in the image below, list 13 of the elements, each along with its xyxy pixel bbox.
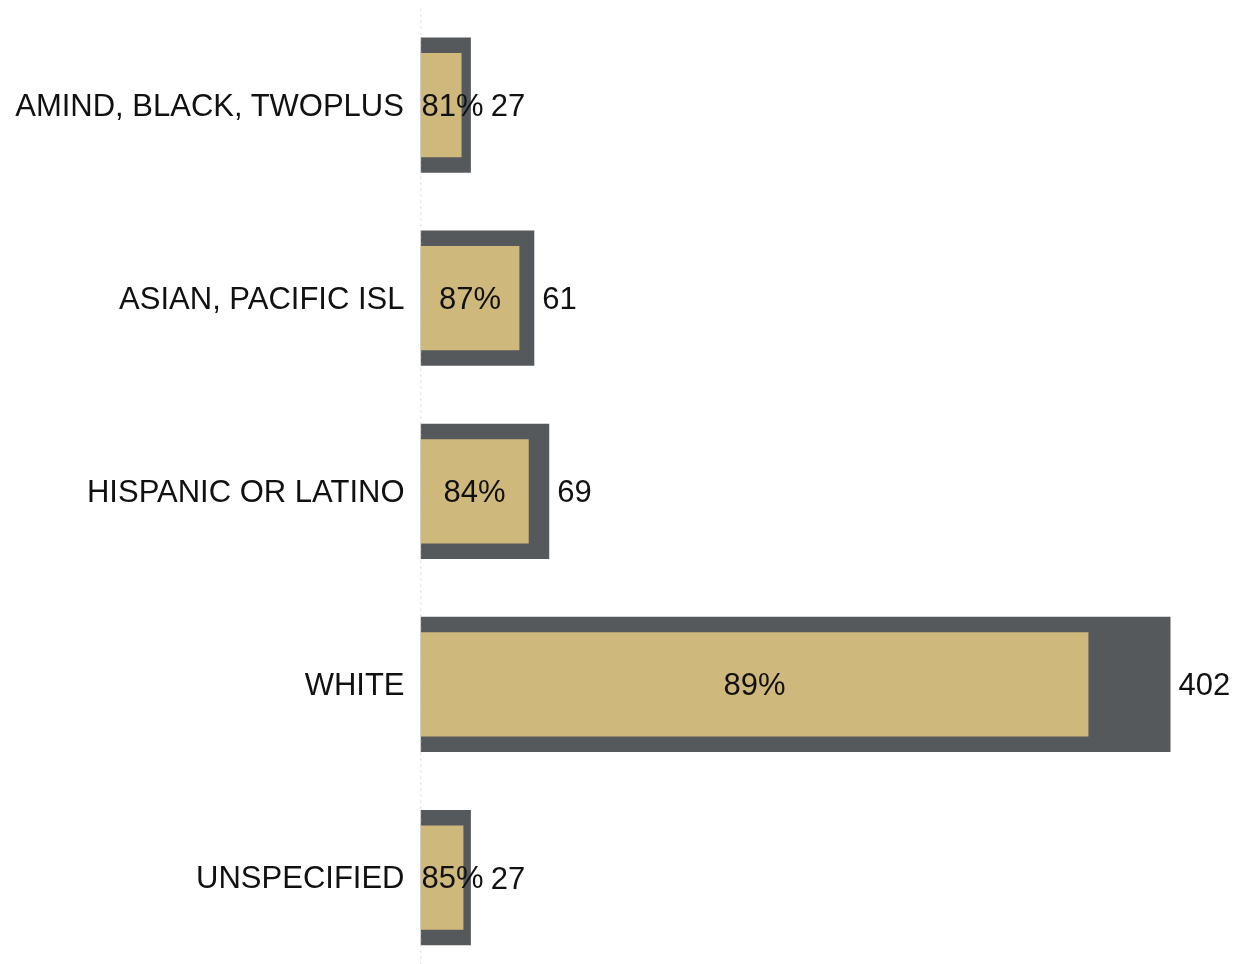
data-label: 69 xyxy=(557,474,592,510)
y-tick-label: ASIAN, PACIFIC ISL xyxy=(119,280,405,316)
annotation: 84% xyxy=(443,473,506,509)
annotation: 89% xyxy=(723,666,786,702)
y-tick-label: AMIND, BLACK, TWOPLUS xyxy=(15,87,404,123)
annotation: 87% xyxy=(438,280,501,316)
data-label: 61 xyxy=(542,281,577,317)
data-label: 27 xyxy=(490,860,526,896)
y-tick-label: WHITE xyxy=(304,666,405,702)
y-tick-label: UNSPECIFIED xyxy=(196,860,405,896)
y-tick-label: HISPANIC OR LATINO xyxy=(86,473,405,509)
data-label: 27 xyxy=(490,88,526,124)
data-label: 402 xyxy=(1178,667,1231,703)
